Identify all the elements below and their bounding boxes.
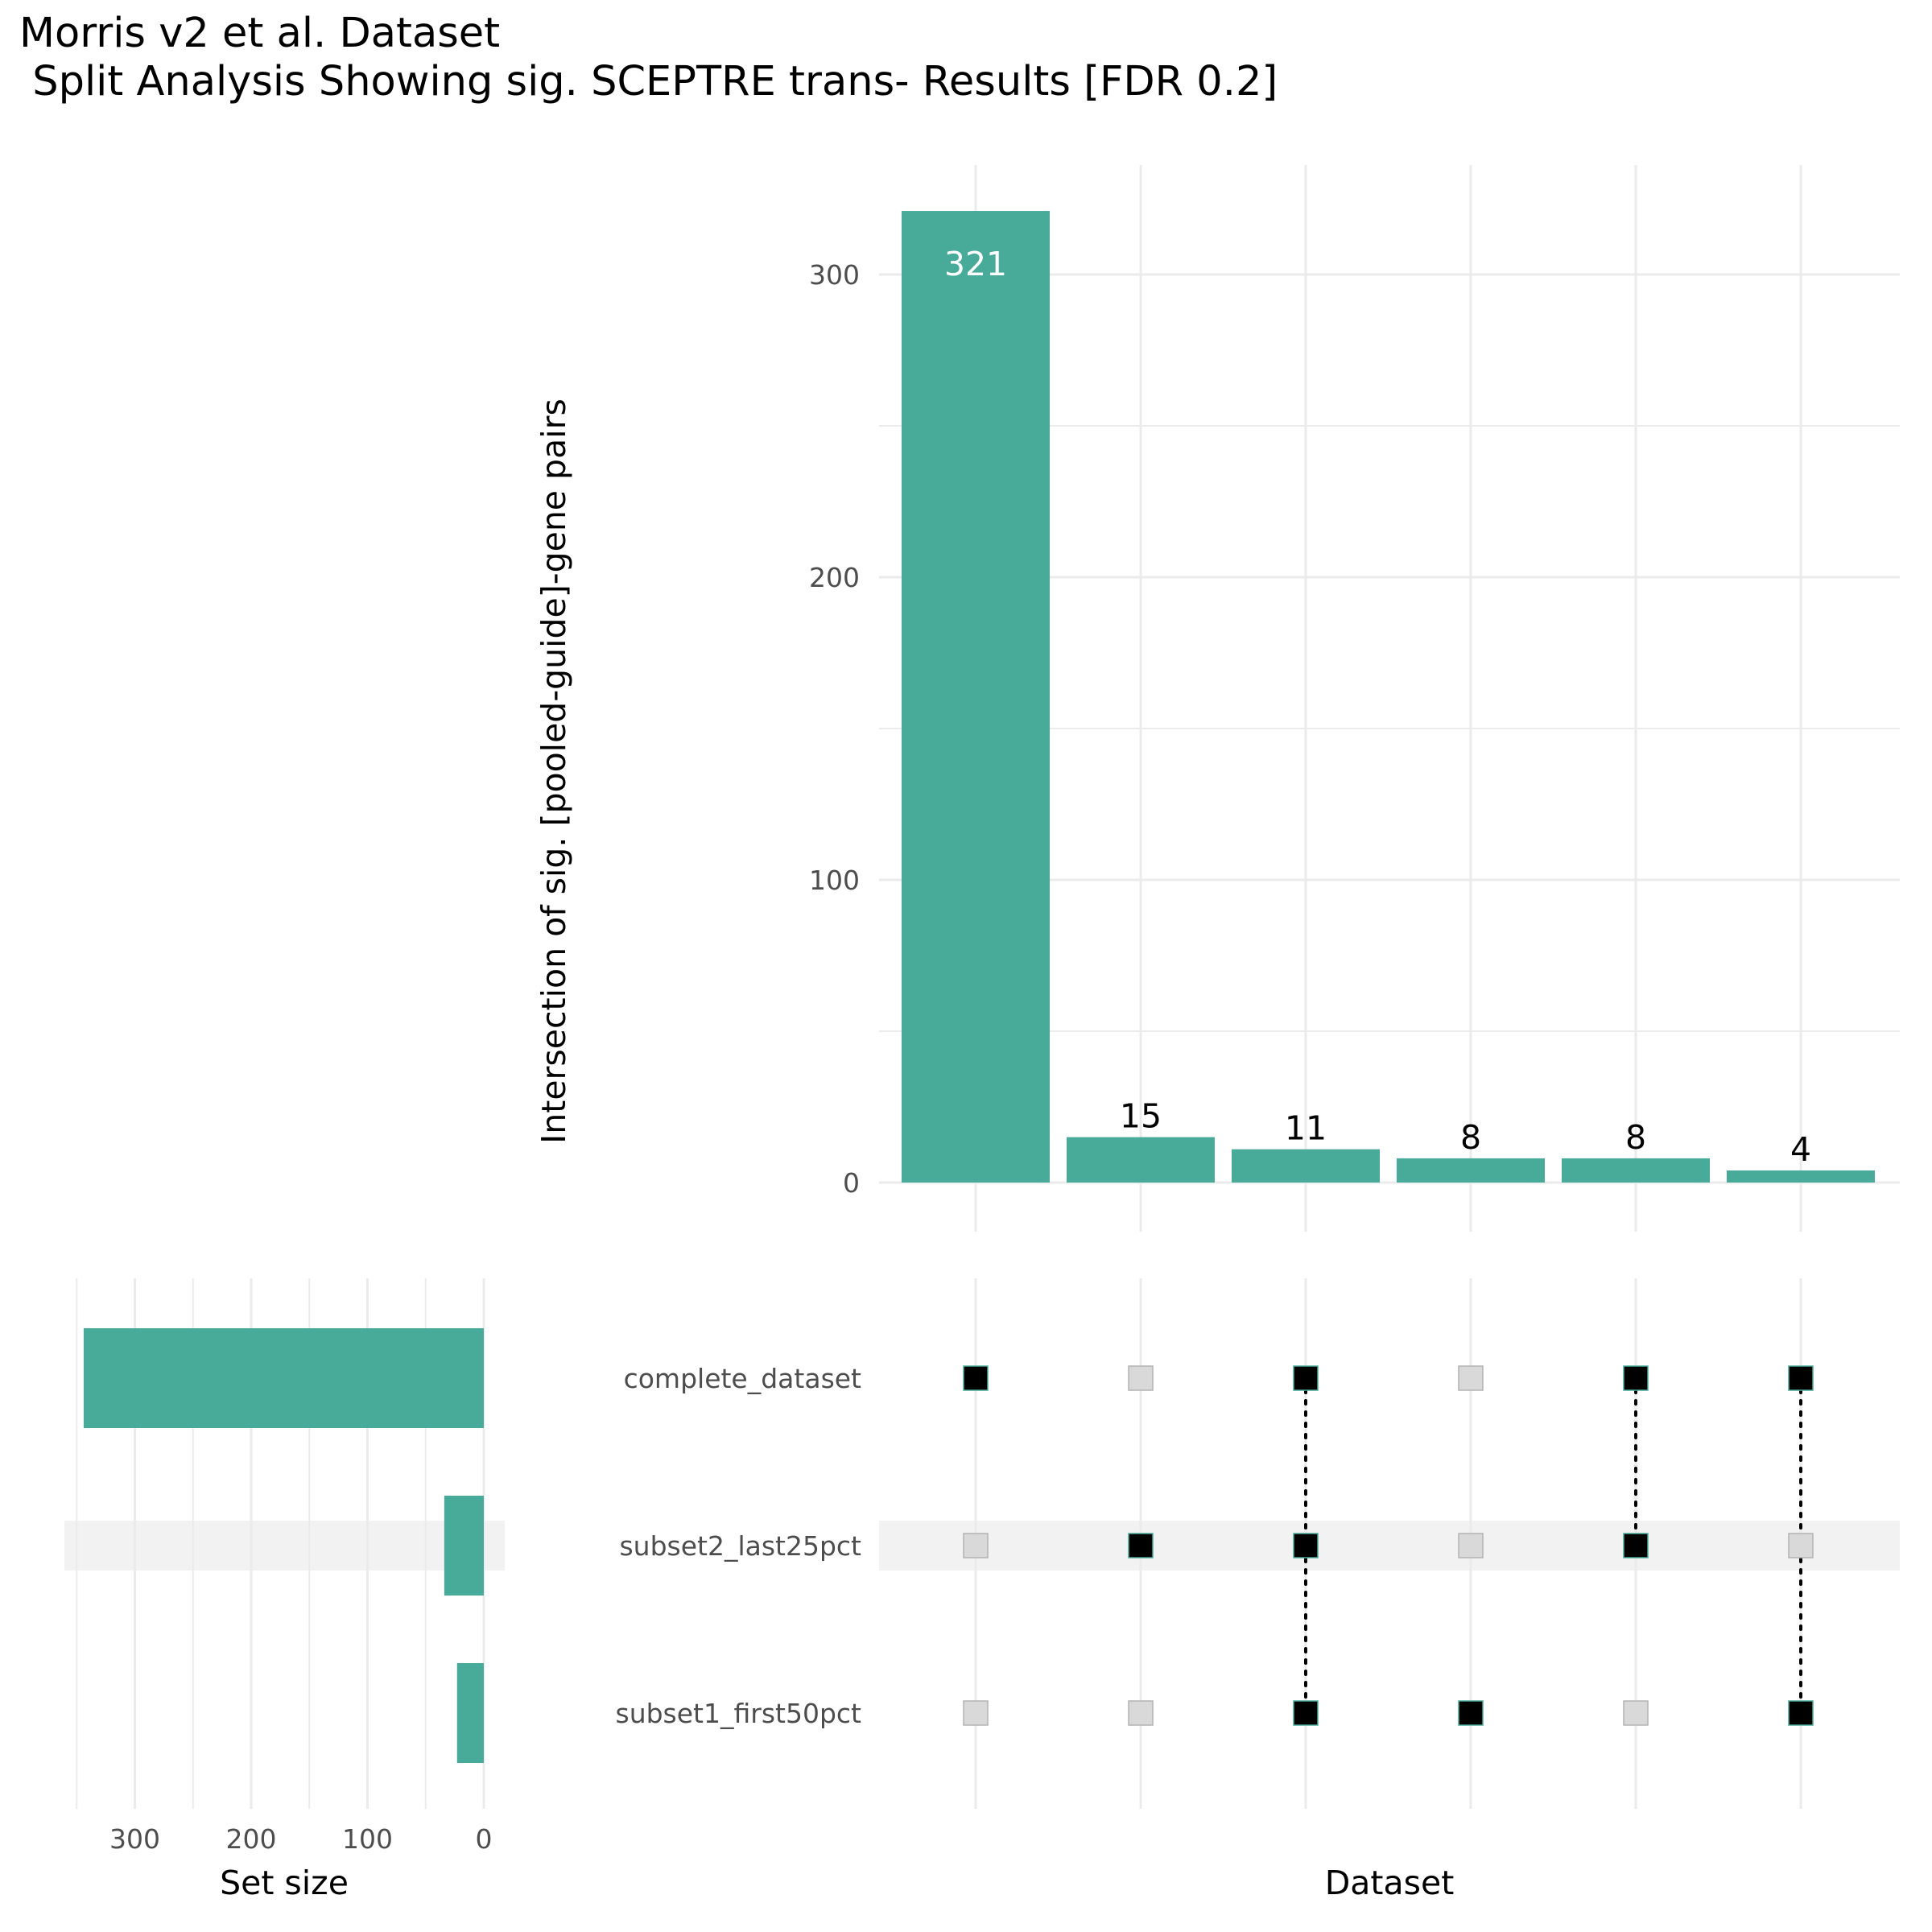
- membership-dot-inactive: [963, 1533, 989, 1558]
- membership-matrix: complete_dataset subset2_last25pct subset1…: [616, 1278, 1900, 1809]
- row-band: [879, 1521, 1900, 1571]
- intersection-bar: [902, 211, 1050, 1183]
- bar-value-label: 4: [1790, 1130, 1811, 1169]
- set-size-bar: [83, 1328, 485, 1428]
- set-x-tick-label: 300: [109, 1823, 160, 1855]
- intersection-bars: 321 15 11 8 8 4: [902, 211, 1875, 1183]
- y-tick-label: 0: [843, 1167, 860, 1199]
- chart-subtitle: Split Analysis Showing sig. SCEPTRE tran…: [19, 58, 1278, 105]
- intersection-bar: [1232, 1149, 1380, 1183]
- set-name-label: subset1_first50pct: [616, 1698, 862, 1729]
- matrix-x-axis-title: Dataset: [1325, 1864, 1455, 1902]
- membership-dot-inactive: [1458, 1533, 1484, 1558]
- intersection-bar: [1727, 1170, 1875, 1183]
- membership-dot-active: [1458, 1700, 1484, 1726]
- membership-dot-active: [1293, 1365, 1319, 1391]
- membership-dot-active: [1293, 1533, 1319, 1558]
- bar-value-label: 15: [1120, 1097, 1162, 1136]
- y-tick-label: 200: [809, 562, 860, 593]
- membership-dot-inactive: [1788, 1533, 1814, 1558]
- membership-dot-active: [963, 1365, 989, 1391]
- bar-value-label: 11: [1285, 1109, 1327, 1148]
- set-x-tick-label: 100: [342, 1823, 393, 1855]
- membership-dot-inactive: [963, 1700, 989, 1726]
- set-size-bar: [444, 1496, 484, 1596]
- membership-dot-active: [1293, 1700, 1319, 1726]
- membership-dot-inactive: [1128, 1365, 1154, 1391]
- intersection-bar: [1562, 1158, 1710, 1183]
- membership-dot-active: [1128, 1533, 1154, 1558]
- set-x-tick-label: 0: [476, 1823, 493, 1855]
- membership-dot-inactive: [1458, 1365, 1484, 1391]
- membership-dot-inactive: [1128, 1700, 1154, 1726]
- chart-title: Morris v2 et al. Dataset: [19, 10, 501, 57]
- set-name-label: complete_dataset: [624, 1363, 861, 1394]
- set-row-band: [64, 1521, 505, 1571]
- membership-dot-active: [1788, 1700, 1814, 1726]
- bar-value-label: 8: [1460, 1118, 1481, 1157]
- set-size-bars: 300 200 100 0: [64, 1278, 505, 1855]
- bar-value-label: 321: [944, 245, 1007, 283]
- membership-dot-active: [1623, 1365, 1649, 1391]
- membership-dot-active: [1788, 1365, 1814, 1391]
- set-size-bar: [456, 1663, 484, 1763]
- set-size-axis-title: Set size: [220, 1864, 349, 1902]
- intersection-bar: [1397, 1158, 1545, 1183]
- intersection-y-axis-title: Intersection of sig. [pooled-guide]-gene…: [535, 398, 573, 1144]
- intersection-bar: [1067, 1137, 1215, 1183]
- bar-value-label: 8: [1625, 1118, 1646, 1157]
- membership-dot-inactive: [1623, 1700, 1649, 1726]
- y-tick-label: 300: [809, 259, 860, 291]
- membership-dot-active: [1623, 1533, 1649, 1558]
- set-x-tick-label: 200: [226, 1823, 277, 1855]
- y-tick-label: 100: [809, 865, 860, 896]
- set-name-label: subset2_last25pct: [619, 1530, 861, 1562]
